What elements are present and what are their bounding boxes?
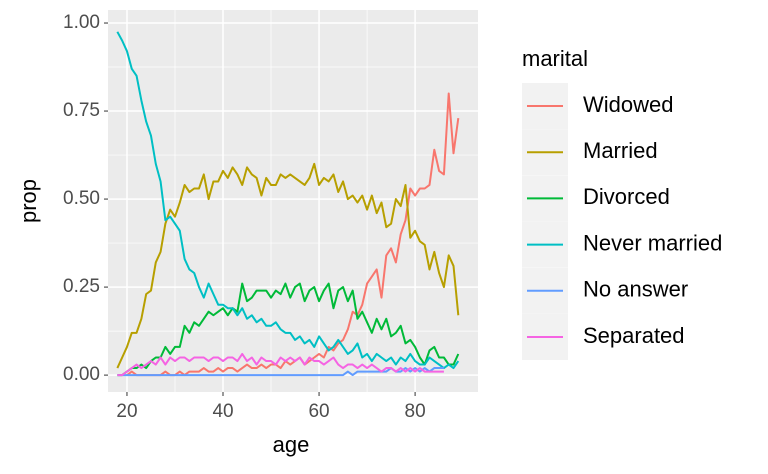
legend-label: Separated [583, 323, 685, 348]
x-axis-title: age [273, 432, 310, 457]
x-tick-label: 60 [308, 401, 329, 422]
legend-title: marital [522, 46, 588, 71]
panel [108, 10, 478, 392]
legend-label: Widowed [583, 92, 673, 117]
line [116, 31, 460, 370]
y-tick-label: 0.50 [63, 188, 100, 209]
y-tick-label: 0.25 [63, 276, 100, 297]
y-axis-title: prop [16, 179, 41, 223]
y-tick-label: 0.00 [63, 364, 100, 385]
line [117, 282, 460, 377]
line [126, 92, 460, 377]
legend-label: Married [583, 138, 658, 163]
legend-label: Never married [583, 230, 722, 255]
line [116, 162, 460, 369]
line [117, 367, 444, 377]
legend-label: No answer [583, 277, 688, 302]
legend-label: Divorced [583, 184, 670, 209]
y-tick-label: 0.75 [63, 100, 100, 121]
x-tick-label: 80 [405, 401, 426, 422]
line [117, 352, 444, 377]
y-tick-label: 1.00 [63, 12, 100, 33]
x-tick-label: 20 [116, 401, 137, 422]
x-tick-label: 40 [212, 401, 233, 422]
